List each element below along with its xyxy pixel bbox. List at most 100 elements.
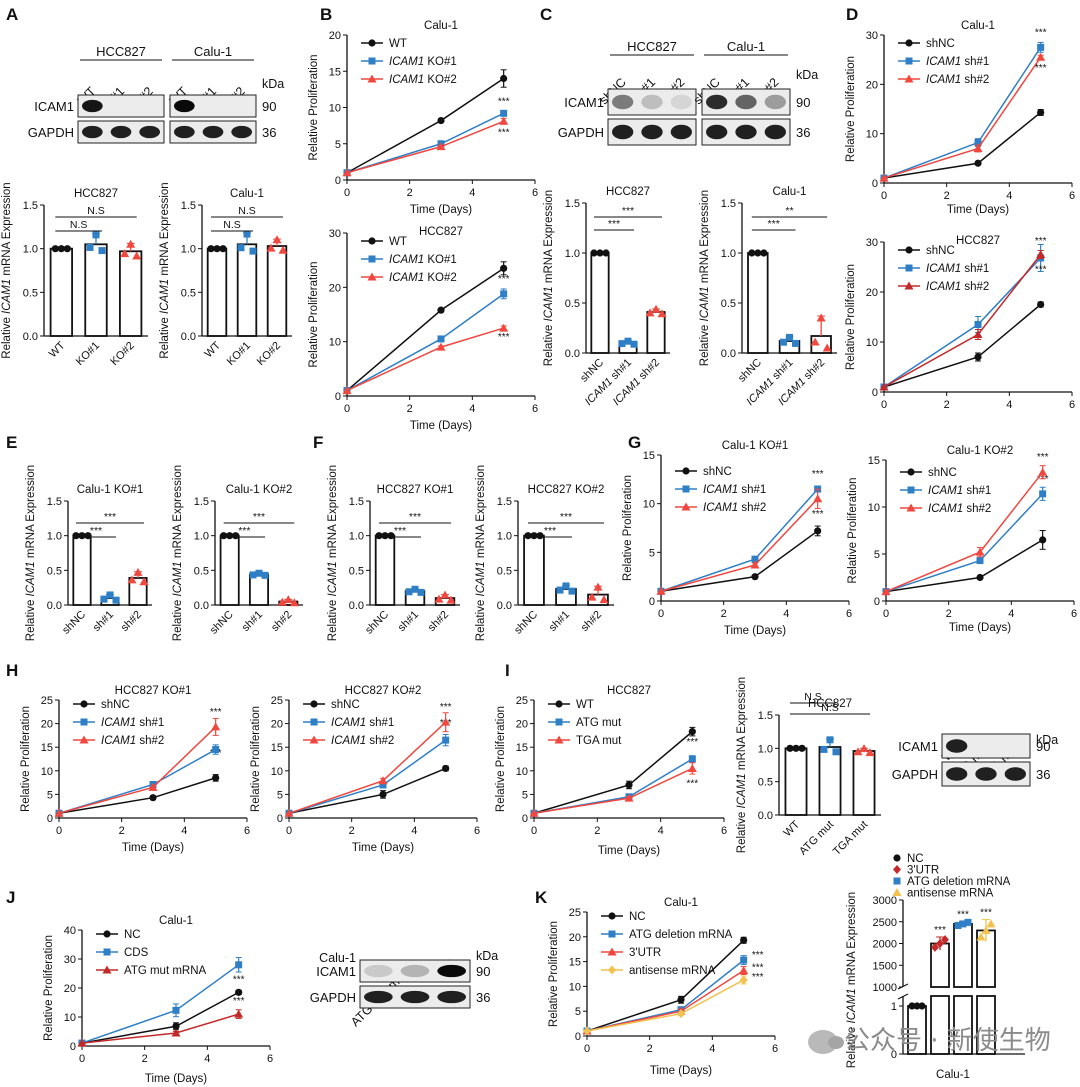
y-axis-label: Relative ICAM1 mRNA Expression [699, 190, 711, 366]
data-point [792, 339, 799, 347]
chart-title: Calu-1 [230, 188, 264, 200]
x-tick-label: 2 [721, 608, 727, 620]
blot-band [706, 94, 728, 110]
data-point [608, 965, 616, 975]
panel-letter-F: F [313, 433, 323, 452]
legend-entry: ICAM1 sh#1 [926, 263, 989, 275]
data-point [562, 582, 570, 590]
y-tick-label: 0.5 [349, 565, 364, 577]
y-tick-label: 0.5 [758, 777, 773, 789]
data-point [437, 306, 445, 314]
blot-band [670, 94, 692, 110]
data-point [554, 735, 564, 744]
data-point [931, 942, 939, 952]
data-point [310, 700, 318, 708]
data-point [212, 746, 220, 754]
data-point [411, 585, 419, 593]
data-point [499, 323, 509, 332]
panel-letter-I: I [505, 661, 510, 680]
legend-entry: ICAM1 sh#2 [101, 735, 164, 747]
axis-break [897, 993, 909, 1000]
significance-mark: *** [233, 996, 245, 1007]
data-point [172, 1006, 180, 1014]
data-point [500, 290, 508, 298]
data-point [893, 854, 901, 862]
legend-entry: shNC [926, 38, 955, 50]
panel-letter-A: A [6, 5, 18, 24]
blot-band [706, 124, 728, 140]
data-point [127, 575, 137, 584]
x-tick-label: 6 [846, 608, 852, 620]
blot-membrane [359, 959, 471, 983]
data-point [342, 168, 352, 177]
y-tick-label: 15 [329, 66, 341, 78]
chart-I2: 0.0 0.5 1.0 1.5 HCC827 Relative ICAM1 mRNA Ex… [736, 677, 881, 858]
chart-title: Calu-1 [961, 20, 995, 32]
significance-mark: *** [1035, 27, 1047, 38]
legend-entry: 3'UTR [907, 865, 939, 877]
significance-mark: *** [812, 469, 824, 480]
data-point [368, 255, 376, 263]
bar [236, 243, 258, 337]
data-point [249, 571, 257, 579]
data-point [212, 774, 220, 782]
data-point [103, 930, 111, 938]
significance-mark: *** [440, 702, 452, 713]
y-axis-label: Relative Proliferation [495, 706, 507, 812]
data-point [792, 744, 800, 752]
y-axis-label: Relative Proliferation [548, 921, 560, 1027]
data-point [892, 888, 902, 896]
data-point [51, 245, 59, 253]
data-point [587, 592, 597, 601]
y-tick-label: 1.5 [565, 198, 580, 210]
x-tick-label: 0 [883, 608, 889, 620]
data-point [618, 340, 626, 348]
y-tick-label: 1000 [873, 982, 897, 994]
data-point [446, 595, 456, 604]
kda-label: kDa [796, 68, 818, 82]
y-tick-label: 20 [329, 30, 341, 42]
x-tick-label: 4 [181, 825, 187, 837]
y-tick-label: 0 [335, 175, 341, 187]
y-axis-label: Relative ICAM1 mRNA Expression [846, 892, 858, 1068]
y-tick-label: 15 [868, 455, 880, 467]
significance-mark: *** [752, 972, 764, 983]
data-point [599, 595, 609, 604]
legend-entry: NC [907, 853, 924, 865]
y-tick-label: 0 [47, 813, 53, 825]
y-tick-label: 1.5 [349, 496, 364, 508]
data-point [975, 547, 985, 556]
x-tick-label: 4 [411, 825, 417, 837]
bar [646, 311, 666, 354]
data-point [442, 764, 450, 773]
y-axis-label: Relative ICAM1 mRNA Expression [1, 182, 13, 358]
x-tick-label: 4 [204, 1053, 210, 1065]
significance-mark: *** [238, 525, 250, 537]
x-tick-label: sh#2 [579, 609, 604, 634]
data-point [237, 244, 245, 252]
x-tick-label: 6 [244, 825, 250, 837]
significance-mark: *** [253, 511, 265, 523]
y-tick-label: 20 [516, 719, 528, 731]
data-point [974, 139, 982, 147]
panel-letter-J: J [6, 888, 15, 907]
data-point [529, 808, 539, 817]
significance-mark: *** [560, 511, 572, 523]
data-point [881, 587, 891, 596]
x-tick-label: 2 [142, 1053, 148, 1065]
x-tick-label: 6 [721, 825, 727, 837]
data-point [751, 573, 759, 581]
x-tick-label: 4 [783, 608, 789, 620]
chart-B1: 0 5 10 15 20 0 2 4 6 Calu-1 Time (Days) Relative Pr… [308, 20, 538, 216]
data-point [740, 936, 748, 944]
significance-mark: N.S [223, 219, 241, 231]
data-point [284, 808, 294, 817]
x-tick-label: KO#1 [225, 340, 253, 368]
chart-J1: 0 10 20 30 40 0 2 4 6 Calu-1 Time (Days) Relative P… [43, 915, 273, 1085]
x-tick-label: sh#2 [119, 609, 144, 634]
y-tick-label: 30 [866, 30, 878, 42]
legend-entry: ICAM1 sh#2 [331, 735, 394, 747]
data-point [853, 747, 863, 756]
blot-band [975, 767, 997, 781]
